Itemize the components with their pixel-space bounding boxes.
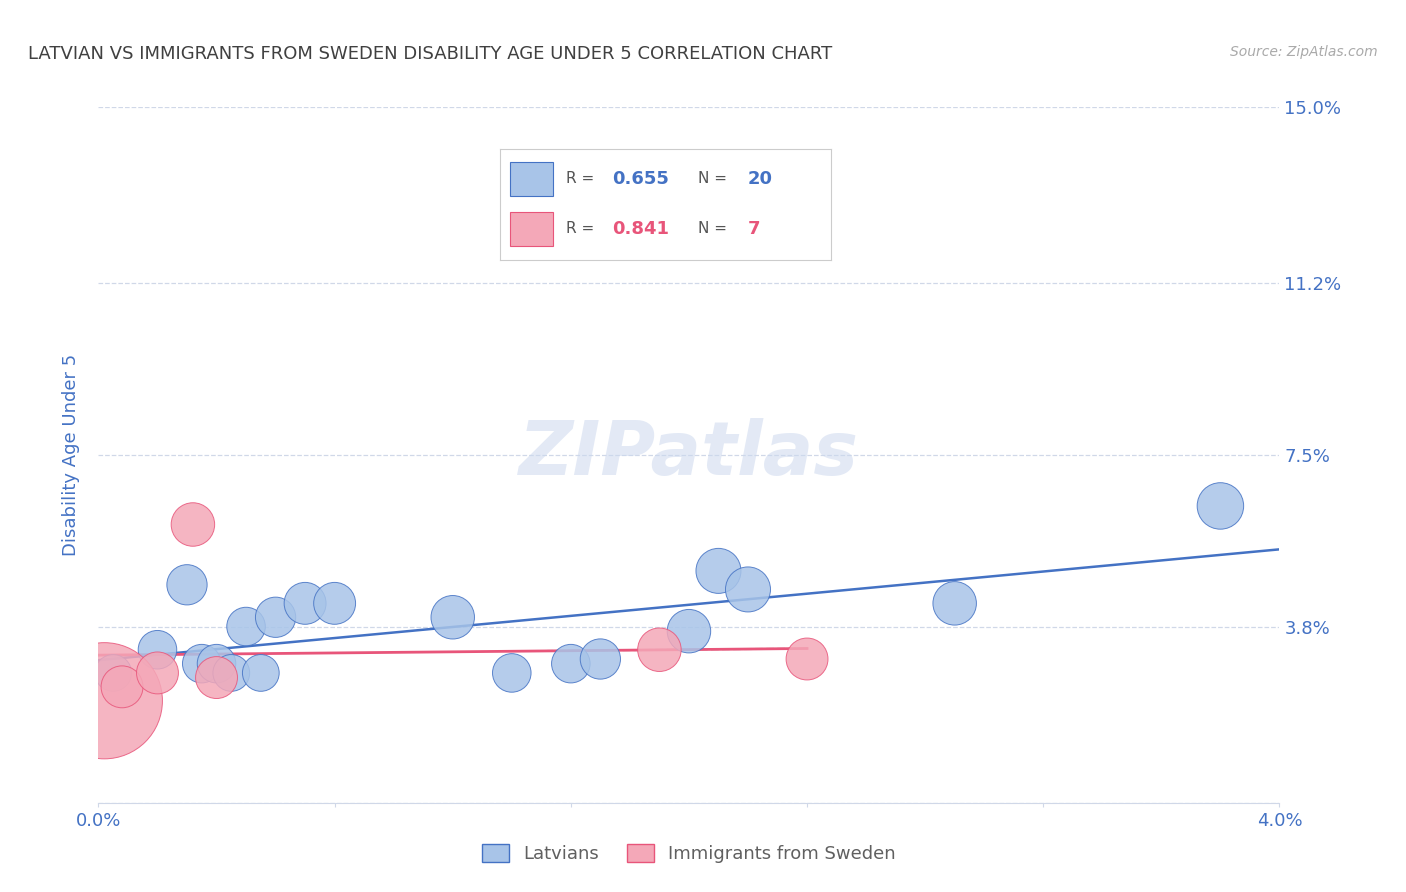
Point bbox=[205, 657, 228, 671]
Point bbox=[191, 657, 214, 671]
Point bbox=[1209, 499, 1232, 513]
Point bbox=[146, 642, 169, 657]
Point bbox=[221, 665, 243, 680]
Y-axis label: Disability Age Under 5: Disability Age Under 5 bbox=[62, 354, 80, 556]
Point bbox=[111, 680, 134, 694]
Point bbox=[707, 564, 730, 578]
Point bbox=[205, 671, 228, 685]
Point bbox=[250, 665, 273, 680]
Point bbox=[103, 665, 125, 680]
Point bbox=[560, 657, 582, 671]
Point bbox=[501, 665, 523, 680]
Point bbox=[678, 624, 700, 639]
Point bbox=[943, 596, 966, 610]
Text: Source: ZipAtlas.com: Source: ZipAtlas.com bbox=[1230, 45, 1378, 59]
Point bbox=[796, 652, 818, 666]
Point bbox=[176, 578, 198, 592]
Point bbox=[441, 610, 464, 624]
Text: LATVIAN VS IMMIGRANTS FROM SWEDEN DISABILITY AGE UNDER 5 CORRELATION CHART: LATVIAN VS IMMIGRANTS FROM SWEDEN DISABI… bbox=[28, 45, 832, 62]
Point bbox=[93, 694, 115, 708]
Point bbox=[235, 619, 257, 633]
Point bbox=[264, 610, 287, 624]
Point bbox=[737, 582, 759, 597]
Point bbox=[146, 665, 169, 680]
Point bbox=[648, 642, 671, 657]
Legend: Latvians, Immigrants from Sweden: Latvians, Immigrants from Sweden bbox=[475, 837, 903, 871]
Point bbox=[323, 596, 346, 610]
Point bbox=[181, 517, 204, 532]
Point bbox=[294, 596, 316, 610]
Point bbox=[589, 652, 612, 666]
Text: ZIPatlas: ZIPatlas bbox=[519, 418, 859, 491]
